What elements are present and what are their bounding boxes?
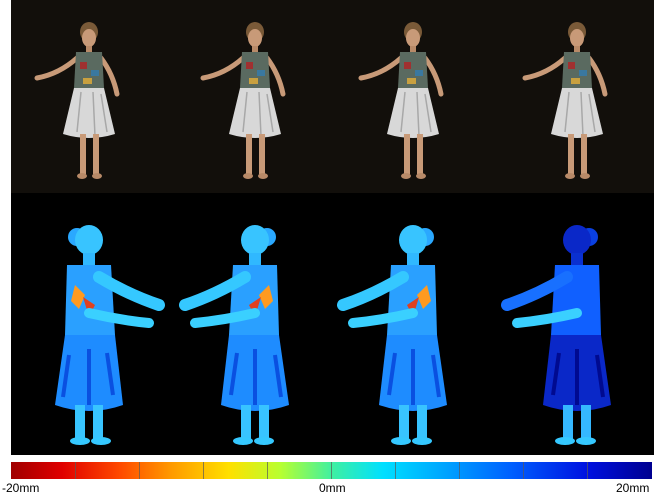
render-strip [11, 193, 654, 455]
colorbar-min-label: -20mm [2, 481, 40, 495]
colorbar-tick [459, 462, 460, 479]
colorbar-tick [395, 462, 396, 479]
colorbar-max-label: 20mm [616, 481, 650, 495]
photo-1 [37, 22, 117, 179]
colorbar-tick [203, 462, 204, 479]
photo-4 [525, 22, 605, 179]
colorbar-tick [75, 462, 76, 479]
photo-strip [11, 0, 654, 193]
colorbar-tick [523, 462, 524, 479]
colorbar-tick [331, 462, 332, 479]
colorbar-tick [267, 462, 268, 479]
error-colorbar [11, 462, 652, 479]
photo-2 [203, 22, 283, 179]
render-2 [185, 225, 289, 445]
render-3 [343, 225, 447, 445]
colorbar-tick [139, 462, 140, 479]
photo-frames [11, 0, 654, 193]
colorbar-tick [587, 462, 588, 479]
render-1 [55, 225, 159, 445]
render-frames [11, 193, 654, 455]
photo-3 [361, 22, 441, 179]
colorbar-mid-label: 0mm [319, 481, 346, 495]
render-4 [507, 225, 611, 445]
